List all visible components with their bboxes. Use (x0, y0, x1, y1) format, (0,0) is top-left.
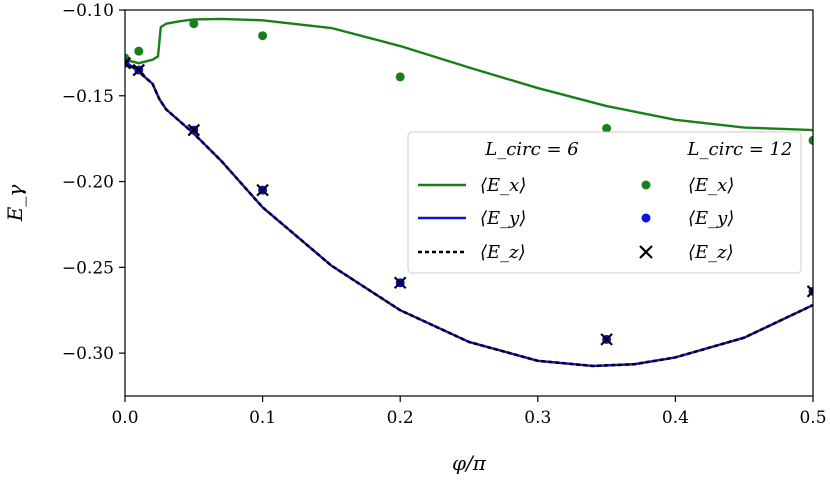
x-tick-label: 0.5 (799, 408, 826, 428)
data-point-e-x-l-circ-12 (189, 19, 199, 29)
legend-swatch-ey-dot (641, 213, 651, 223)
legend-box (407, 131, 802, 274)
y-tick-label: −0.25 (62, 258, 114, 278)
legend-label-ey-l6: ⟨E_y⟩ (480, 208, 526, 229)
data-point-e-x-l-circ-12 (258, 31, 268, 41)
legend-label-ey-l12: ⟨E_y⟩ (688, 208, 734, 229)
data-point-e-x-l-circ-12 (395, 72, 405, 82)
plot-frame (124, 9, 814, 397)
x-tick-label: 0.2 (387, 408, 414, 428)
legend-swatch-ex-dot (641, 180, 651, 190)
legend-label-ex-l6: ⟨E_x⟩ (480, 175, 526, 196)
legend-header-lcirc-12: L_circ = 12 (687, 139, 793, 160)
data-point-cross-e-z-l-circ-12 (806, 285, 813, 298)
data-point-e-x-l-circ-12 (134, 46, 144, 56)
x-axis-label: φ/π (452, 451, 487, 475)
series-line-e-x-l-circ-6 (125, 17, 813, 132)
legend-swatch-ez-cross (639, 245, 653, 259)
x-tick-label: 0.4 (662, 408, 689, 428)
data-point-e-x-l-circ-12 (808, 135, 813, 145)
data-point-cross-e-z-l-circ-12 (187, 123, 201, 137)
x-tick-label: 0.0 (111, 408, 138, 428)
y-axis-label: E_γ (3, 185, 27, 223)
x-tick-label: 0.1 (249, 408, 276, 428)
plot-data-layer (125, 17, 813, 368)
data-point-e-x-l-circ-12 (602, 123, 612, 133)
x-tick-label: 0.3 (524, 408, 551, 428)
y-tick-label: −0.30 (62, 344, 114, 364)
y-tick-label: −0.15 (62, 87, 114, 107)
data-point-cross-e-z-l-circ-12 (393, 276, 407, 290)
axes: 0.0 0.1 0.2 0.3 0.4 0.5 −0.10 −0.15 −0.20 −0.25 −0… (62, 1, 827, 428)
legend-header-lcirc-6: L_circ = 6 (484, 139, 578, 160)
data-point-cross-e-z-l-circ-12 (256, 183, 269, 197)
legend-label-ez-l6: ⟨E_z⟩ (480, 242, 526, 263)
data-point-cross-e-z-l-circ-12 (132, 63, 146, 77)
data-point-cross-e-z-l-circ-12 (600, 333, 613, 346)
legend-label-ez-l12: ⟨E_z⟩ (688, 242, 734, 263)
y-tick-label: −0.10 (62, 1, 114, 21)
data-point-cross-e-z-l-circ-12 (125, 56, 132, 70)
y-tick-label: −0.20 (62, 173, 114, 193)
legend-label-ex-l12: ⟨E_x⟩ (688, 175, 734, 196)
series-line-e-z-l-circ-6 (125, 60, 813, 368)
legend: L_circ = 6 L_circ = 12 ⟨E_x⟩ ⟨E_x⟩ ⟨E_y⟩… (407, 131, 802, 274)
